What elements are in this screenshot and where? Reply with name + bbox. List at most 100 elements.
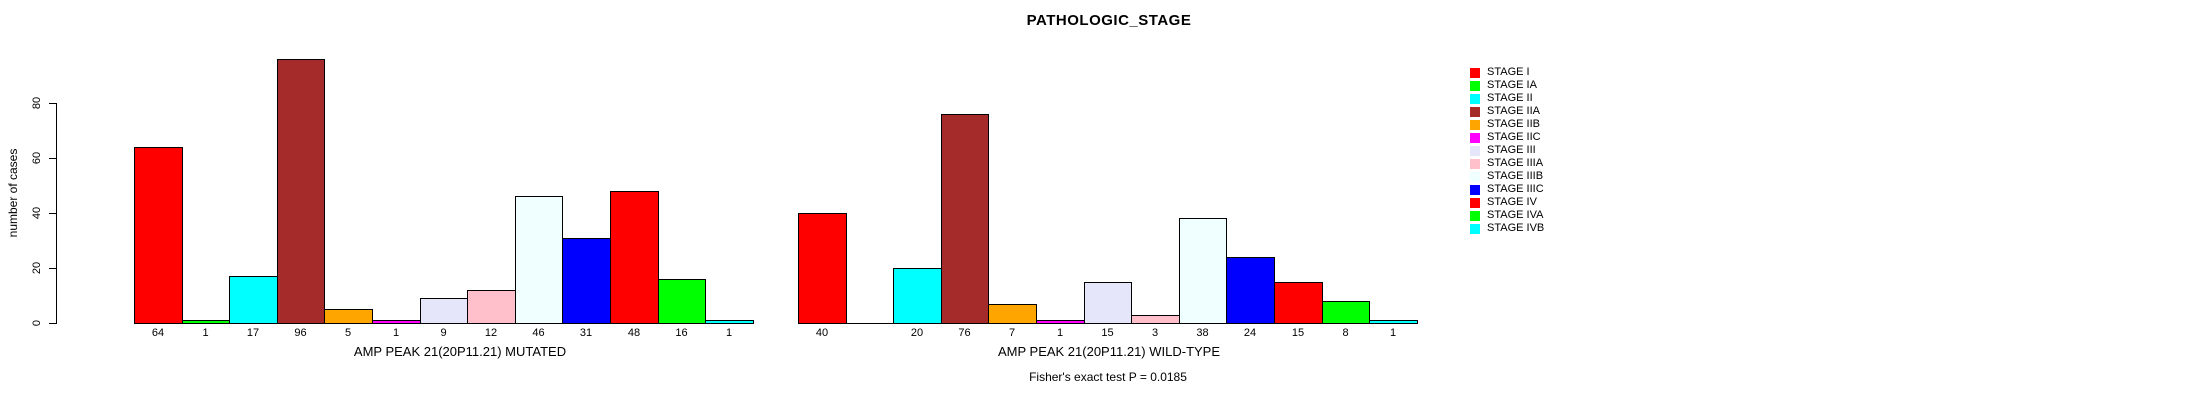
legend-item: STAGE IIIC (1470, 184, 1544, 195)
bar-value-label: 3 (1151, 327, 1159, 339)
bar-value-label: 8 (1342, 327, 1349, 339)
bar-value-label: 16 (675, 327, 688, 339)
bar-wild-type-stage-iiib (1179, 218, 1227, 324)
legend-item-label: STAGE IIIA (1487, 157, 1544, 169)
y-tick-label: 60 (31, 151, 43, 165)
bar-mutated-stage-ia (182, 320, 230, 324)
bar-mutated-stage-iib (324, 309, 373, 324)
y-tick-label: 80 (31, 96, 43, 110)
bar-wild-type-stage-iv (1274, 282, 1323, 324)
bar-value-label: 7 (1008, 327, 1016, 339)
bar-value-label: 31 (579, 327, 593, 339)
bar-wild-type-stage-iia (941, 114, 989, 324)
legend-item-label: STAGE IIB (1487, 118, 1540, 130)
bar-wild-type-stage-iic (1036, 320, 1085, 324)
bar-mutated-stage-ivb (705, 320, 754, 324)
bar-mutated-stage-i (134, 147, 183, 324)
bar-value-label: 20 (910, 327, 924, 339)
y-tick-mark (49, 158, 56, 159)
bar-value-label: 12 (484, 327, 498, 339)
legend-item: STAGE IVA (1470, 210, 1543, 221)
legend-color-swatch (1470, 93, 1480, 104)
legend-item-label: STAGE IIA (1487, 105, 1540, 117)
bar-value-label: 64 (151, 327, 165, 339)
legend-color-swatch (1470, 171, 1480, 182)
legend-item-label: STAGE III (1487, 144, 1536, 156)
legend-item-label: STAGE IV (1487, 196, 1537, 208)
legend-item-label: STAGE IIIB (1487, 170, 1544, 182)
legend-item: STAGE IA (1470, 80, 1537, 91)
legend-item: STAGE IIC (1470, 132, 1541, 143)
bar-value-label: 1 (1389, 327, 1397, 339)
x-axis-label-wildtype: AMP PEAK 21(20P11.21) WILD-TYPE (997, 344, 1221, 359)
legend-color-swatch (1470, 106, 1480, 117)
y-tick-label: 0 (31, 319, 43, 327)
bar-wild-type-stage-iii (1084, 282, 1132, 324)
legend-item: STAGE IIB (1470, 119, 1540, 130)
bar-mutated-stage-iia (277, 59, 325, 324)
bar-wild-type-stage-i (798, 213, 847, 324)
y-tick-mark (49, 268, 56, 269)
bar-value-label: 1 (725, 327, 733, 339)
bar-value-label: 15 (1291, 327, 1305, 339)
legend-color-swatch (1470, 145, 1480, 156)
legend-item: STAGE III (1470, 145, 1536, 156)
y-axis-line (56, 103, 57, 324)
bar-mutated-stage-iii (420, 298, 468, 324)
bar-mutated-stage-iic (372, 320, 421, 324)
bar-wild-type-stage-iiia (1131, 315, 1180, 324)
bar-mutated-stage-iva (658, 279, 706, 324)
legend-item: STAGE IIIB (1470, 171, 1543, 182)
legend-color-swatch (1470, 210, 1480, 221)
y-tick-mark (49, 323, 56, 324)
legend-item-label: STAGE IA (1487, 79, 1537, 91)
bar-value-label: 5 (344, 327, 352, 339)
bar-mutated-stage-iiib (515, 196, 563, 324)
legend-item-label: STAGE IVA (1487, 209, 1544, 221)
bar-value-label: 40 (815, 327, 829, 339)
bar-value-label: 15 (1101, 327, 1114, 339)
bar-value-label: 1 (202, 327, 209, 339)
bar-value-label: 46 (532, 327, 545, 339)
legend-item: STAGE IV (1470, 197, 1537, 208)
bar-value-label: 38 (1196, 327, 1209, 339)
legend-item: STAGE IIA (1470, 106, 1540, 117)
legend-color-swatch (1470, 80, 1480, 91)
bar-value-label: 17 (246, 327, 260, 339)
bar-wild-type-stage-iib (988, 304, 1037, 324)
bar-mutated-stage-iiia (467, 290, 516, 324)
bar-value-label: 96 (294, 327, 307, 339)
bar-value-label: 48 (627, 327, 641, 339)
y-tick-label: 20 (31, 261, 43, 275)
legend-item-label: STAGE II (1487, 92, 1533, 104)
bar-value-label: 76 (958, 327, 971, 339)
legend-color-swatch (1470, 67, 1480, 78)
legend-item: STAGE II (1470, 93, 1533, 104)
legend-color-swatch (1470, 119, 1480, 130)
y-tick-mark (49, 213, 56, 214)
bar-value-label: 9 (440, 327, 447, 339)
chart-title: PATHOLOGIC_STAGE (1026, 12, 1192, 29)
fisher-test-annotation: Fisher's exact test P = 0.0185 (1029, 370, 1187, 384)
legend-item: STAGE IIIA (1470, 158, 1543, 169)
legend-color-swatch (1470, 132, 1480, 143)
bar-mutated-stage-ii (229, 276, 278, 324)
legend-item-label: STAGE IIIC (1487, 183, 1544, 195)
x-axis-label-mutated: AMP PEAK 21(20P11.21) MUTATED (353, 344, 567, 359)
y-tick-mark (49, 103, 56, 104)
legend-item: STAGE I (1470, 67, 1530, 78)
legend-color-swatch (1470, 197, 1480, 208)
bar-value-label: 24 (1243, 327, 1257, 339)
legend-item-label: STAGE I (1487, 66, 1530, 78)
legend-item-label: STAGE IIC (1487, 131, 1541, 143)
bar-mutated-stage-iiic (562, 238, 611, 324)
legend-color-swatch (1470, 223, 1480, 234)
bar-value-label: 1 (392, 327, 400, 339)
legend-color-swatch (1470, 184, 1480, 195)
bar-wild-type-stage-iva (1322, 301, 1370, 324)
bar-wild-type-stage-ii (893, 268, 942, 324)
legend-color-swatch (1470, 158, 1480, 169)
bar-value-label: 1 (1056, 327, 1064, 339)
bar-mutated-stage-iv (610, 191, 659, 324)
